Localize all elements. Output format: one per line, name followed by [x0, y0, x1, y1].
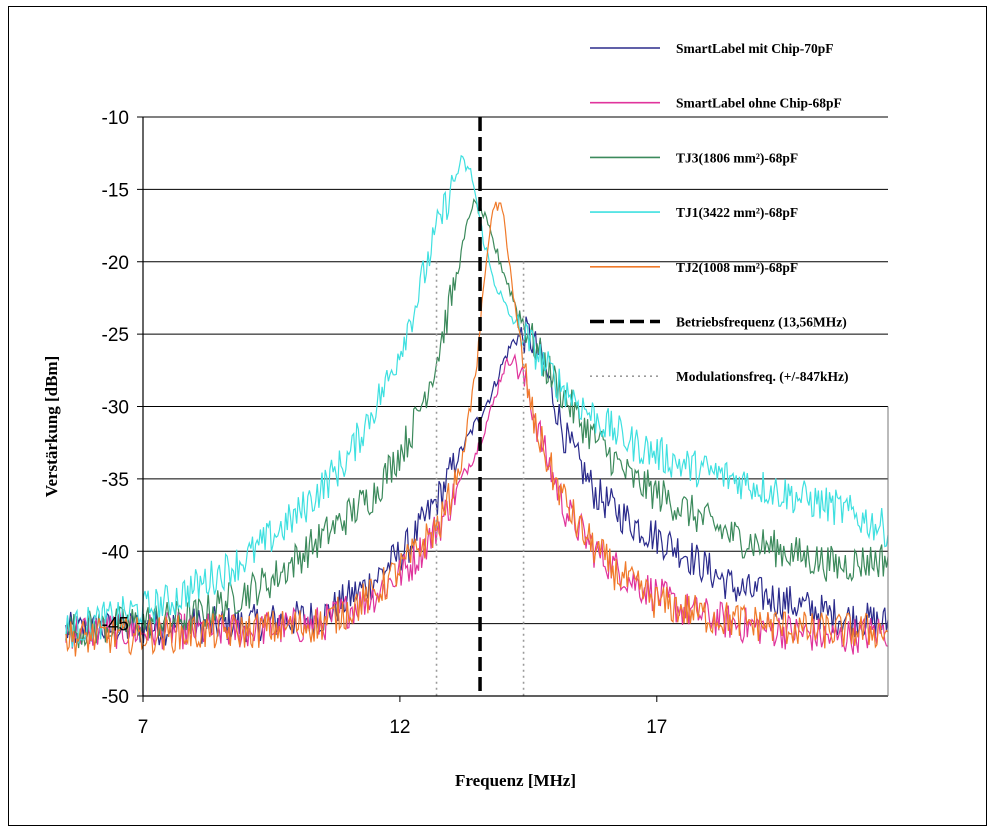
y-tick-label: -15 [102, 180, 129, 201]
reference-lines [435, 117, 525, 696]
series-line-1 [65, 316, 889, 646]
legend-label-5: TJ2(1008 mm²)-68pF [676, 260, 798, 275]
y-tick-label: -20 [102, 253, 129, 274]
y-tick-label: -30 [102, 398, 129, 419]
legend-label-2: SmartLabel ohne Chip-68pF [676, 96, 842, 111]
legend-label-1: SmartLabel mit Chip-70pF [676, 41, 834, 56]
y-tick-label: -40 [102, 542, 129, 563]
x-tick-label: 7 [138, 717, 149, 738]
x-tick-label: 17 [646, 717, 667, 738]
legend-label-6: Betriebsfrequenz (13,56MHz) [676, 315, 847, 330]
series-line-5 [65, 201, 889, 657]
series-line-4 [65, 154, 889, 648]
legend: SmartLabel mit Chip-70pF SmartLabel ohne … [590, 41, 848, 384]
chart-frame [8, 6, 987, 826]
x-axis-label: Frequenz [MHz] [455, 771, 576, 790]
y-tick-label: -45 [102, 615, 129, 636]
y-tick-label: -10 [102, 108, 129, 129]
y-tick-label: -25 [102, 325, 129, 346]
x-tick-label: 12 [389, 717, 410, 738]
tick-labels: -10 -15 -20 -25 -30 -35 -40 -45 -50 7 12 17 [102, 108, 668, 738]
y-tick-label: -50 [102, 687, 129, 708]
axes [137, 116, 889, 702]
legend-label-7: Modulationsfreq. (+/-847kHz) [676, 369, 848, 384]
y-axis-label: Verstärkung [dBm] [42, 356, 61, 498]
legend-label-4: TJ1(3422 mm²)-68pF [676, 205, 798, 220]
legend-label-3: TJ3(1806 mm²)-68pF [676, 150, 798, 165]
y-tick-label: -35 [102, 470, 129, 491]
series-lines [65, 154, 889, 657]
